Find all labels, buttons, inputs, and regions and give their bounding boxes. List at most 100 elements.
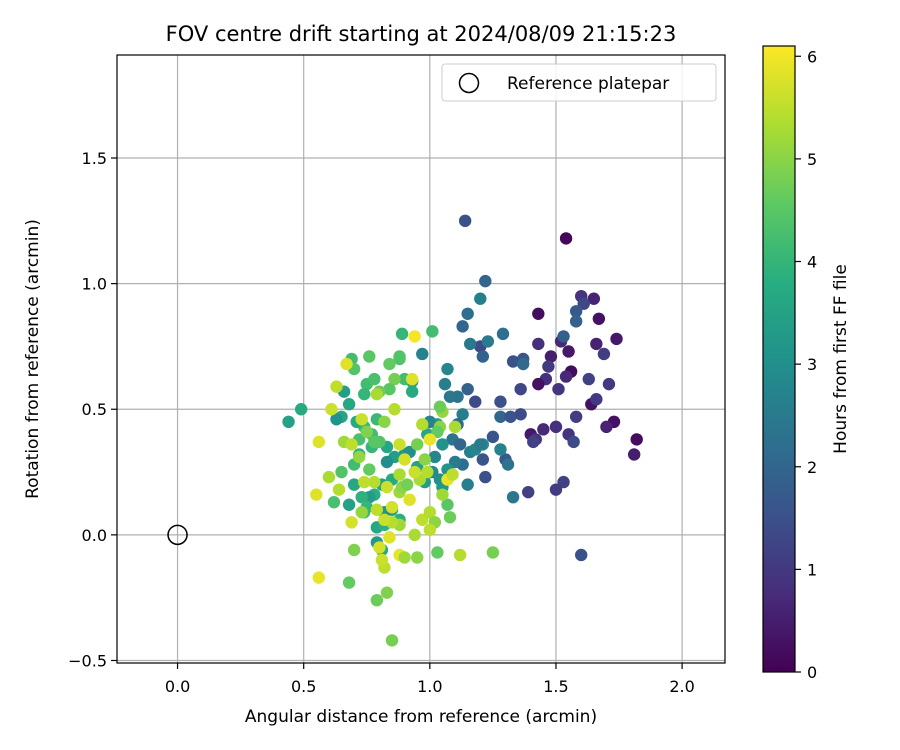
scatter-point <box>378 513 391 526</box>
scatter-point <box>408 465 421 479</box>
x-tick-label: 0.0 <box>165 677 190 696</box>
scatter-point <box>393 468 406 481</box>
scatter-point <box>486 546 500 559</box>
legend-entry: Reference platepar <box>507 74 669 94</box>
scatter-point <box>294 403 308 416</box>
scatter-point <box>456 408 469 421</box>
scatter-point <box>312 571 326 584</box>
y-tick-label: 0.5 <box>82 400 107 419</box>
scatter-point <box>347 543 361 557</box>
scatter-point <box>408 330 421 343</box>
scatter-point <box>506 355 520 368</box>
colorbar-label: Hours from first FF file <box>831 264 851 454</box>
scatter-point <box>368 372 381 386</box>
y-tick-label: 0.0 <box>82 526 107 545</box>
scatter-point <box>355 413 368 426</box>
colorbar-tick-label: 0 <box>807 663 817 682</box>
scatter-point <box>542 360 555 373</box>
scatter-point <box>426 325 439 338</box>
y-axis-label: Rotation from reference (arcmin) <box>23 219 43 499</box>
scatter-point <box>342 498 356 511</box>
scatter-point <box>446 468 459 481</box>
scatter-point <box>461 307 474 320</box>
x-axis-ticks: 0.0 0.5 1.0 1.5 2.0 <box>165 663 695 696</box>
colorbar-ticks: 0 1 2 3 4 5 6 <box>795 47 817 682</box>
scatter-point <box>358 387 371 401</box>
scatter-point <box>453 548 467 562</box>
scatter-point <box>456 320 469 333</box>
scatter-point <box>347 478 361 491</box>
scatter-point <box>388 372 401 386</box>
scatter-point <box>330 380 343 393</box>
scatter-point <box>494 410 507 423</box>
scatter-point <box>532 337 545 351</box>
colorbar-tick-label: 3 <box>807 355 817 374</box>
scatter-point <box>522 485 535 499</box>
scatter-point <box>332 483 346 496</box>
scatter-point <box>443 390 457 403</box>
scatter-point <box>441 498 454 511</box>
legend-reference-marker <box>458 72 480 94</box>
scatter-point <box>358 475 371 489</box>
scatter-point <box>527 435 540 449</box>
scatter-point <box>559 232 573 245</box>
plot-frame <box>116 54 726 664</box>
colorbar-tick-label: 4 <box>807 253 817 272</box>
scatter-point <box>433 400 447 413</box>
scatter-point <box>411 438 424 451</box>
scatter-point <box>590 337 603 351</box>
scatter-point <box>416 347 429 361</box>
scatter-point <box>574 548 588 562</box>
scatter-point <box>322 470 336 484</box>
reference-marker <box>167 524 188 546</box>
y-tick-label: 1.5 <box>82 149 107 168</box>
scatter-point <box>370 593 384 607</box>
scatter-point <box>325 403 338 416</box>
scatter-point <box>549 420 563 434</box>
scatter-point <box>421 465 434 479</box>
scatter-point <box>476 453 490 466</box>
scatter-point <box>355 506 368 519</box>
scatter-point <box>461 478 474 491</box>
scatter-point <box>438 377 452 391</box>
scatter-point <box>544 350 558 363</box>
scatter-point <box>335 465 348 479</box>
scatter-point <box>395 327 409 341</box>
scatter-point <box>380 480 394 494</box>
scatter-point <box>582 372 595 386</box>
scatter-point <box>476 350 490 363</box>
scatter-point <box>597 347 611 361</box>
scatter-point <box>494 395 507 408</box>
scatter-point <box>385 501 399 514</box>
scatter-point <box>373 541 386 554</box>
scatter-point <box>436 488 449 501</box>
scatter-point <box>592 312 606 326</box>
scatter-point <box>532 377 545 391</box>
scatter-point <box>441 362 454 376</box>
scatter-point <box>479 470 492 484</box>
scatter-point <box>282 415 295 429</box>
scatter-point <box>516 357 530 371</box>
scatter-point <box>388 403 401 416</box>
scatter-point <box>469 395 482 408</box>
scatter-point <box>448 455 462 469</box>
scatter-point <box>552 382 565 396</box>
scatter-point <box>375 553 389 567</box>
scatter-point <box>569 305 583 318</box>
chart-title: FOV centre drift starting at 2024/08/09 … <box>166 22 677 46</box>
y-axis-ticks: −0.5 0.0 0.5 1.0 1.5 <box>68 149 117 670</box>
scatter-points <box>282 214 643 647</box>
scatter-point <box>431 425 444 439</box>
scatter-point <box>600 420 613 434</box>
scatter-point <box>400 478 414 491</box>
scatter-point <box>363 350 376 363</box>
scatter-point <box>393 350 406 363</box>
scatter-point <box>403 493 416 506</box>
scatter-point <box>327 496 341 509</box>
scatter-point <box>514 382 527 396</box>
scatter-point <box>486 430 500 444</box>
scatter-point <box>416 513 429 526</box>
scatter-point <box>474 292 487 305</box>
scatter-point <box>342 576 356 589</box>
scatter-point <box>463 337 477 351</box>
